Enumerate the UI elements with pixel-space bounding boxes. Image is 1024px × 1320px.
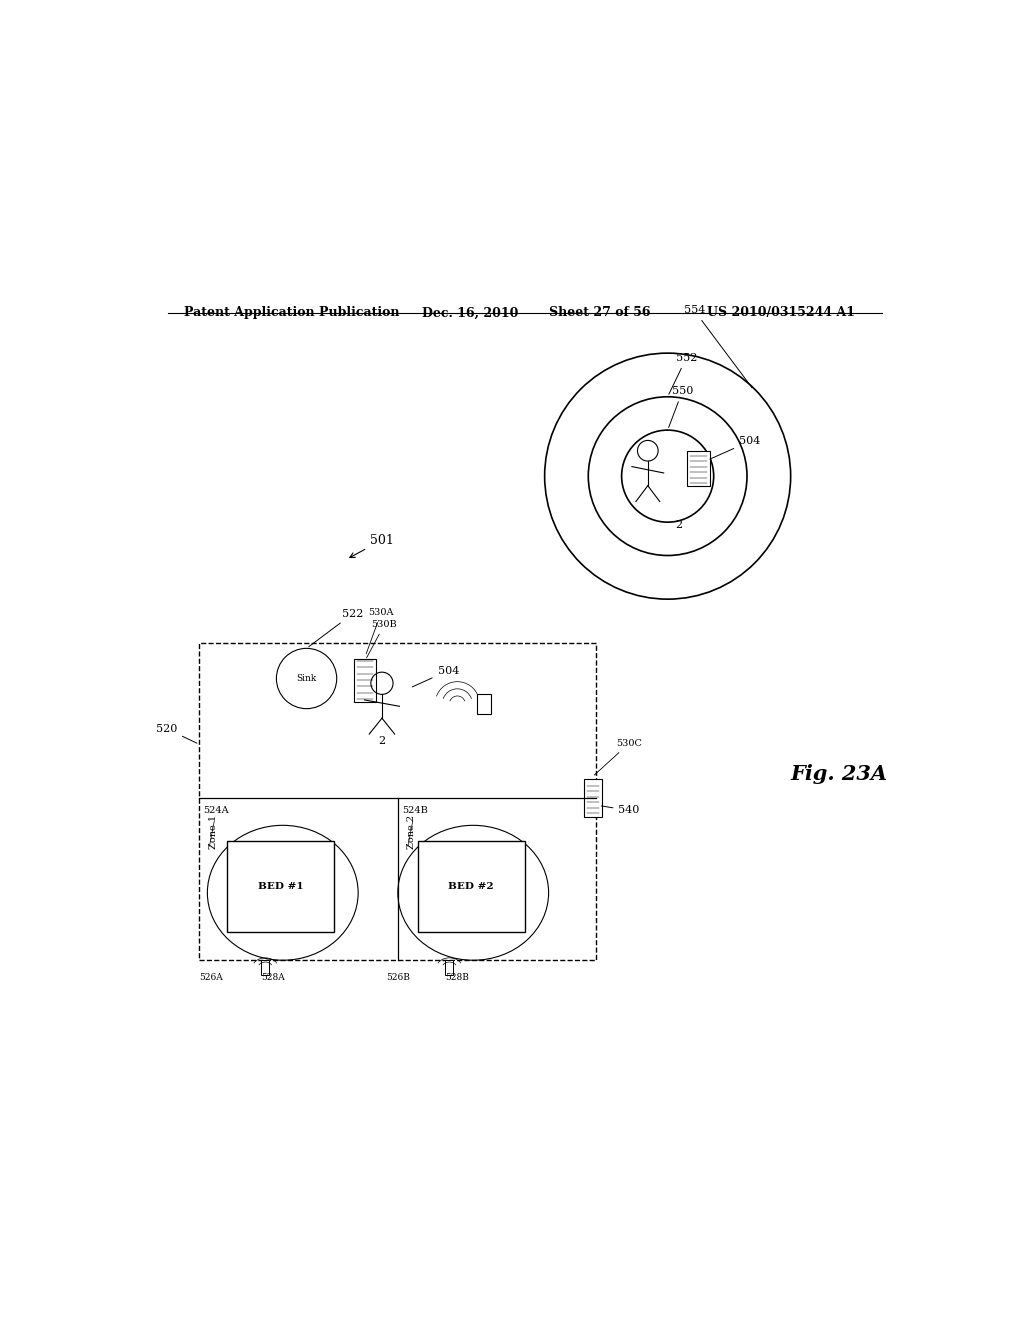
Text: 524B: 524B [401,807,428,846]
Text: 522: 522 [309,609,364,647]
Text: Patent Application Publication: Patent Application Publication [183,306,399,319]
Text: 528A: 528A [261,973,285,982]
Text: Dec. 16, 2010: Dec. 16, 2010 [422,306,518,319]
Text: 526A: 526A [200,973,223,982]
Text: 540: 540 [601,805,640,816]
Text: 552: 552 [669,352,697,395]
Text: Zone 1: Zone 1 [209,814,218,849]
Text: US 2010/0315244 A1: US 2010/0315244 A1 [708,306,855,319]
Text: 2: 2 [378,737,385,746]
Text: Sheet 27 of 56: Sheet 27 of 56 [549,306,650,319]
Text: 2: 2 [676,520,683,529]
Bar [585,779,602,817]
Text: 504: 504 [710,437,761,459]
Text: 504: 504 [413,665,459,686]
Text: 530A: 530A [367,609,394,653]
Bar [261,960,269,974]
Bar [445,960,454,974]
Text: Zone 2: Zone 2 [408,814,417,849]
Text: 554: 554 [684,305,752,388]
Text: 530C: 530C [594,739,642,775]
Bar [200,643,596,960]
Bar [687,450,710,487]
Text: BED #1: BED #1 [258,882,303,891]
Text: 550: 550 [669,387,693,428]
Bar [354,659,377,702]
Text: 528B: 528B [445,973,469,982]
Bar [227,841,334,932]
Text: 501: 501 [350,533,394,557]
Text: BED #2: BED #2 [449,882,494,891]
Text: Sink: Sink [296,675,316,682]
Text: 526B: 526B [386,973,410,982]
Text: 524A: 524A [204,807,229,846]
Text: 520: 520 [156,723,197,743]
Text: Fig. 23A: Fig. 23A [791,764,888,784]
Bar [418,841,524,932]
Bar [477,694,492,714]
Text: 530B: 530B [367,620,397,657]
